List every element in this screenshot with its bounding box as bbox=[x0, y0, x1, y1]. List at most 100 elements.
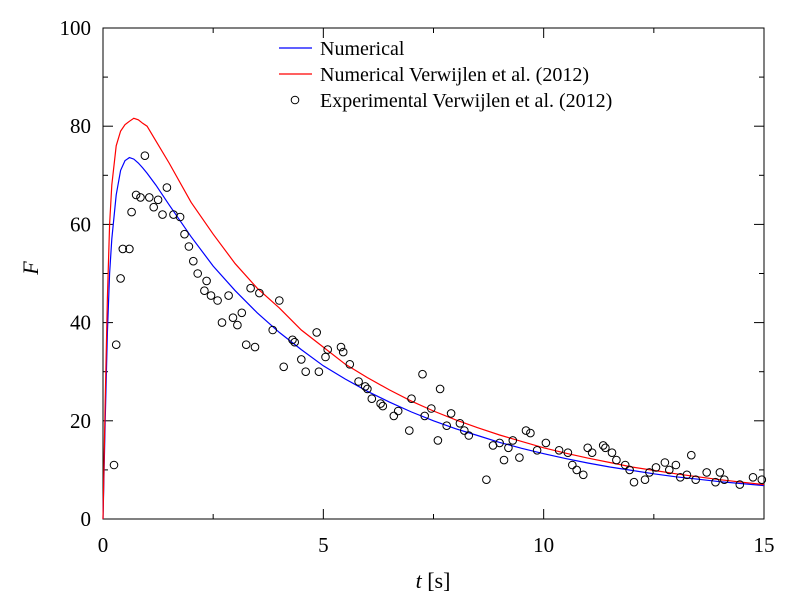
legend-label: Numerical Verwijlen et al. (2012) bbox=[320, 64, 589, 86]
data-point bbox=[180, 229, 189, 239]
data-point bbox=[206, 291, 216, 300]
x-axis-title: t [s] bbox=[416, 568, 451, 593]
data-point bbox=[504, 443, 513, 453]
data-point bbox=[145, 193, 154, 202]
data-point bbox=[598, 441, 608, 450]
data-point bbox=[629, 477, 639, 487]
data-point bbox=[393, 406, 403, 416]
data-point bbox=[275, 296, 284, 305]
data-point bbox=[175, 212, 185, 222]
data-point bbox=[312, 328, 322, 337]
data-point bbox=[407, 394, 416, 404]
data-point bbox=[153, 195, 163, 205]
data-point bbox=[532, 446, 542, 455]
x-tick-label: 5 bbox=[318, 533, 329, 557]
data-point bbox=[149, 202, 158, 212]
data-point bbox=[620, 460, 630, 470]
data-point bbox=[665, 465, 674, 475]
axis-tick-labels: 0 5 10 15 0 20 40 60 80 100 bbox=[60, 16, 775, 557]
data-point bbox=[482, 475, 491, 485]
y-tick-label: 40 bbox=[70, 311, 91, 335]
data-point bbox=[314, 367, 324, 377]
y-tick-label: 100 bbox=[60, 16, 92, 40]
data-point bbox=[323, 345, 333, 354]
data-point bbox=[363, 384, 372, 394]
x-tick-label: 0 bbox=[98, 533, 109, 557]
data-point bbox=[645, 468, 654, 477]
data-point bbox=[213, 296, 222, 305]
data-point bbox=[290, 337, 300, 347]
data-point bbox=[140, 151, 150, 160]
data-point bbox=[541, 438, 551, 448]
x-tick-label: 10 bbox=[533, 533, 554, 557]
data-point bbox=[691, 475, 701, 485]
data-point bbox=[367, 394, 377, 404]
data-point bbox=[217, 318, 227, 327]
data-point bbox=[378, 401, 388, 411]
data-point bbox=[464, 431, 474, 440]
data-point bbox=[250, 342, 260, 352]
data-point bbox=[301, 367, 311, 377]
data-point bbox=[336, 342, 346, 352]
data-point bbox=[376, 399, 385, 408]
data-point bbox=[508, 436, 518, 445]
data-point bbox=[640, 475, 650, 485]
data-point bbox=[116, 274, 125, 283]
data-point bbox=[200, 286, 209, 296]
data-point bbox=[189, 256, 198, 266]
data-point bbox=[255, 288, 264, 298]
series-line bbox=[102, 117, 765, 520]
data-point bbox=[136, 193, 145, 202]
data-point bbox=[521, 426, 531, 435]
data-point bbox=[735, 480, 745, 489]
legend-label: Numerical bbox=[320, 38, 405, 60]
data-point bbox=[389, 411, 399, 421]
data-point bbox=[288, 335, 297, 345]
x-axis-title-unit: [s] bbox=[422, 568, 451, 593]
data-point bbox=[118, 244, 128, 254]
data-point bbox=[563, 448, 573, 458]
data-point bbox=[583, 443, 593, 453]
data-point bbox=[446, 409, 456, 418]
data-point bbox=[499, 455, 509, 465]
data-point bbox=[702, 468, 712, 477]
data-point bbox=[345, 360, 355, 369]
data-point bbox=[241, 340, 251, 350]
data-point bbox=[568, 460, 577, 470]
data-point bbox=[682, 470, 692, 480]
legend-label: Experimental Verwijlen et al. (2012) bbox=[320, 90, 612, 112]
data-point bbox=[297, 355, 306, 364]
y-axis-title: F bbox=[18, 261, 43, 276]
data-point bbox=[111, 340, 121, 350]
data-point bbox=[625, 465, 634, 475]
data-point bbox=[427, 404, 436, 413]
data-point bbox=[587, 448, 597, 458]
data-point bbox=[268, 325, 278, 335]
data-point bbox=[202, 276, 211, 286]
data-point bbox=[193, 269, 202, 278]
series-line bbox=[102, 156, 765, 520]
y-tick-label: 60 bbox=[70, 212, 91, 236]
data-point bbox=[162, 183, 172, 192]
data-point bbox=[607, 448, 617, 458]
data-point bbox=[109, 460, 119, 470]
data-point bbox=[651, 463, 661, 472]
y-tick-label: 80 bbox=[70, 114, 91, 138]
data-point bbox=[671, 460, 681, 470]
x-tick-label: 15 bbox=[754, 533, 775, 557]
data-point bbox=[354, 377, 363, 386]
data-point bbox=[687, 450, 696, 460]
data-point bbox=[279, 362, 289, 372]
data-point bbox=[125, 244, 134, 254]
legend: Numerical Numerical Verwijlen et al. (201… bbox=[279, 38, 612, 112]
y-tick-label: 0 bbox=[81, 507, 92, 531]
data-point bbox=[757, 475, 767, 485]
data-point bbox=[433, 436, 443, 445]
series-2 bbox=[109, 151, 767, 489]
data-point bbox=[554, 446, 564, 455]
data-point bbox=[158, 210, 167, 219]
data-point bbox=[321, 352, 330, 362]
data-point bbox=[418, 369, 427, 379]
data-point bbox=[442, 421, 452, 431]
